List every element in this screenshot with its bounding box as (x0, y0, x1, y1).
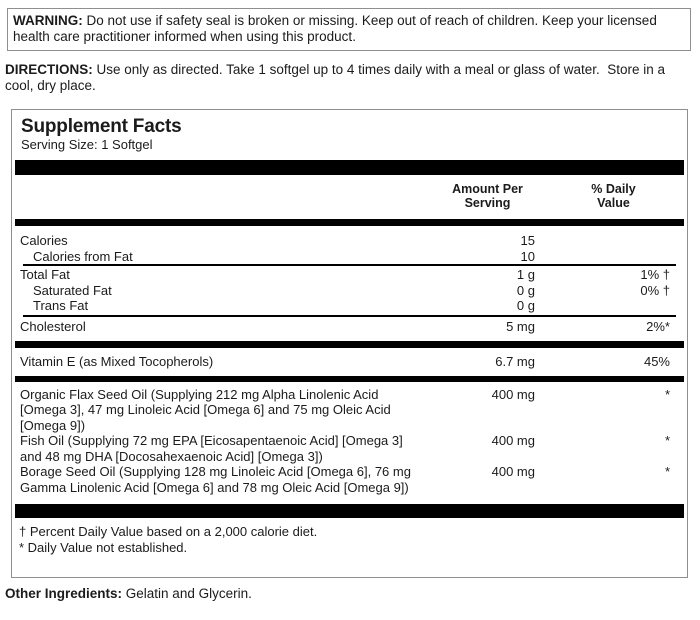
rule-below-header (15, 219, 684, 226)
column-header-daily-value: % Daily Value (591, 182, 636, 210)
nutrient-amount: 400 mg (491, 433, 535, 448)
other-ingredients-text: Gelatin and Glycerin. (125, 586, 252, 601)
warning-label: WARNING: (13, 13, 83, 28)
nutrient-amount: 400 mg (491, 386, 535, 402)
row-calories-from-fat: Calories from Fat 10 (12, 249, 687, 265)
nutrient-dv: * (664, 386, 670, 402)
column-header-row: Amount Per Serving % Daily Value (12, 182, 687, 210)
thick-rule (15, 375, 684, 382)
nutrient-name: Calories (20, 233, 68, 248)
supplement-facts-title: Supplement Facts (21, 116, 182, 137)
nutrient-dv (535, 249, 670, 265)
nutrient-dv: * (664, 433, 670, 448)
column-header-amount: Amount Per Serving (452, 182, 523, 210)
supplement-facts-panel: Supplement Facts Serving Size: 1 Softgel… (11, 109, 688, 578)
row-cholesterol: Cholesterol 5 mg 2%* (12, 319, 687, 335)
footnote-daily-value: † Percent Daily Value based on a 2,000 c… (19, 524, 318, 539)
nutrient-amount: 5 mg (506, 318, 535, 334)
nutrient-name: Cholesterol (20, 318, 86, 334)
warning-box: WARNING: Do not use if safety seal is br… (7, 8, 691, 51)
column-header-spacer (20, 183, 420, 210)
nutrient-dv: 45% (643, 354, 670, 369)
nutrient-dv (535, 298, 670, 314)
directions-text: Use only as directed. Take 1 softgel up … (5, 62, 669, 93)
row-calories: Calories 15 (12, 233, 687, 249)
nutrient-name: Calories from Fat (33, 248, 133, 264)
warning-text: Do not use if safety seal is broken or m… (13, 13, 657, 44)
nutrient-name: Organic Flax Seed Oil (Supplying 212 mg … (20, 386, 391, 433)
nutrient-dv: 0% † (640, 282, 670, 298)
nutrient-dv (535, 233, 670, 249)
nutrient-amount: 1 g (516, 267, 535, 282)
nutrient-name: Trans Fat (33, 298, 89, 313)
other-ingredients-label: Other Ingredients: (5, 586, 123, 601)
row-flax-seed-oil: Organic Flax Seed Oil (Supplying 212 mg … (12, 387, 687, 434)
nutrient-name: Total Fat (20, 267, 70, 282)
directions-paragraph: DIRECTIONS: Use only as directed. Take 1… (5, 62, 691, 94)
nutrient-dv: 2%* (646, 318, 670, 334)
thin-rule (23, 264, 676, 266)
nutrient-name: Borage Seed Oil (Supplying 128 mg Linole… (20, 464, 411, 495)
nutrient-dv: * (664, 464, 670, 479)
row-vitamin-e: Vitamin E (as Mixed Tocopherols) 6.7 mg … (12, 354, 687, 370)
row-saturated-fat: Saturated Fat 0 g 0% † (12, 283, 687, 299)
row-trans-fat: Trans Fat 0 g (12, 298, 687, 314)
nutrient-name: Vitamin E (as Mixed Tocopherols) (20, 354, 214, 369)
directions-label: DIRECTIONS: (5, 62, 93, 77)
row-total-fat: Total Fat 1 g 1% † (12, 267, 687, 283)
serving-size: Serving Size: 1 Softgel (21, 137, 153, 152)
thick-rule-bottom (15, 504, 684, 518)
nutrient-amount: 10 (520, 248, 535, 264)
nutrient-amount: 0 g (516, 282, 535, 298)
nutrient-amount: 0 g (516, 298, 535, 313)
thick-rule-top (15, 160, 684, 175)
row-borage-seed-oil: Borage Seed Oil (Supplying 128 mg Linole… (12, 464, 687, 495)
row-fish-oil: Fish Oil (Supplying 72 mg EPA [Eicosapen… (12, 433, 687, 464)
nutrient-name: Saturated Fat (33, 282, 112, 298)
nutrient-amount: 400 mg (491, 464, 535, 479)
nutrient-amount: 15 (520, 233, 535, 248)
nutrient-dv: 1% † (640, 267, 670, 282)
nutrient-amount: 6.7 mg (495, 354, 535, 369)
footnotes: † Percent Daily Value based on a 2,000 c… (19, 524, 670, 555)
thin-rule (23, 314, 676, 317)
footnote-not-established: * Daily Value not established. (19, 539, 188, 555)
nutrient-name: Fish Oil (Supplying 72 mg EPA [Eicosapen… (20, 433, 403, 464)
thick-rule (15, 341, 684, 348)
other-ingredients: Other Ingredients: Gelatin and Glycerin. (5, 586, 695, 602)
